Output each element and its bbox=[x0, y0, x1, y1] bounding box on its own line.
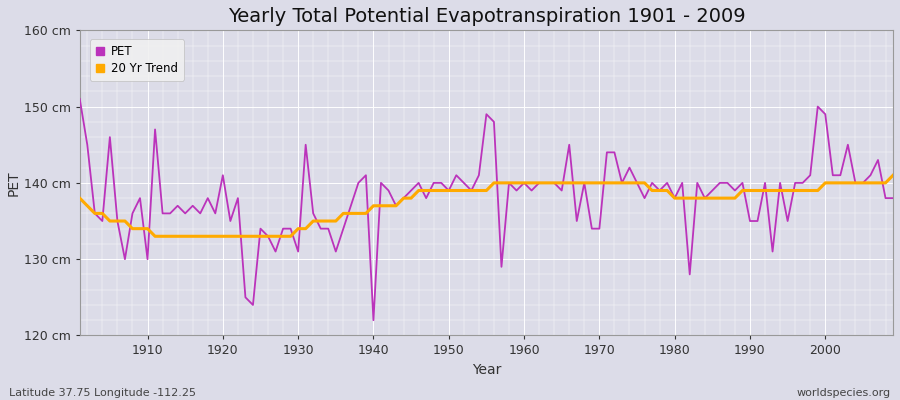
X-axis label: Year: Year bbox=[472, 363, 501, 377]
Y-axis label: PET: PET bbox=[7, 170, 21, 196]
Title: Yearly Total Potential Evapotranspiration 1901 - 2009: Yearly Total Potential Evapotranspiratio… bbox=[228, 7, 745, 26]
Legend: PET, 20 Yr Trend: PET, 20 Yr Trend bbox=[90, 39, 184, 80]
Text: Latitude 37.75 Longitude -112.25: Latitude 37.75 Longitude -112.25 bbox=[9, 388, 196, 398]
Text: worldspecies.org: worldspecies.org bbox=[796, 388, 891, 398]
